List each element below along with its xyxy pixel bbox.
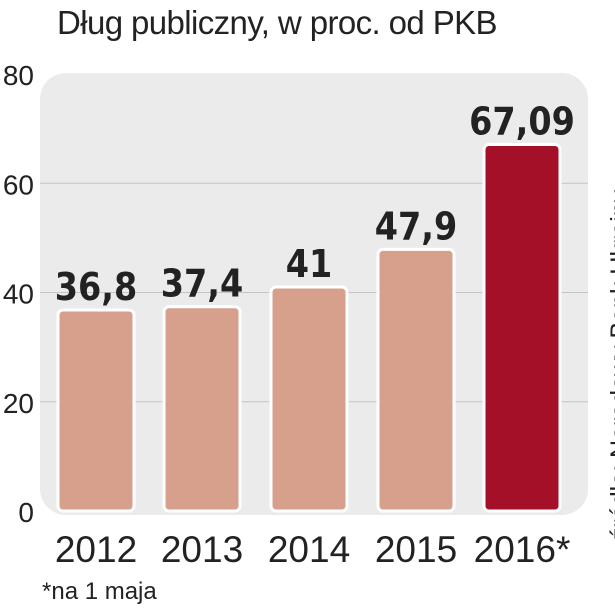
source-note: źródło: Narodowy Bank Ukrainy: [606, 189, 615, 540]
y-tick-label: 60: [3, 169, 34, 200]
y-tick-label: 40: [3, 279, 34, 310]
x-tick-label: 2015: [375, 529, 457, 570]
value-label: 37,4: [161, 263, 243, 307]
y-axis-ticks: 0 20 40 60 80: [3, 60, 34, 528]
value-label: 41: [286, 243, 333, 287]
bar-2012: [56, 308, 136, 513]
x-tick-label: 2014: [268, 529, 350, 570]
bar-2015: [376, 247, 456, 513]
bars: [56, 143, 562, 513]
x-tick-label: 2012: [55, 529, 137, 570]
value-label: 47,9: [375, 205, 457, 249]
y-tick-label: 0: [18, 497, 34, 528]
value-label: 36,8: [55, 266, 137, 310]
bar-2016: [482, 143, 562, 513]
bar-2014: [269, 285, 349, 513]
value-label: 67,09: [469, 101, 575, 145]
x-tick-label: 2013: [161, 529, 243, 570]
x-axis-ticks: 2012 2013 2014 2015 2016*: [55, 529, 571, 570]
y-tick-label: 20: [3, 388, 34, 419]
y-tick-label: 80: [3, 60, 34, 91]
chart-title: Dług publiczny, w proc. od PKB: [57, 4, 498, 41]
x-tick-label: 2016*: [474, 529, 571, 570]
bar-2013: [162, 305, 242, 513]
footnote: *na 1 maja: [42, 578, 157, 605]
value-labels: 36,8 37,4 41 47,9 67,09: [55, 101, 575, 310]
